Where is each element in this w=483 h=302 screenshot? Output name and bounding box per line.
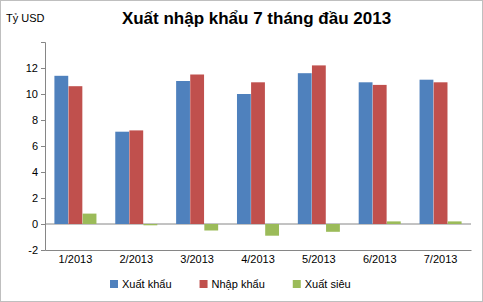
x-tick: 5/2013 [302, 253, 336, 265]
x-tick: 1/2013 [59, 253, 93, 265]
y-tick-label: 2 [32, 192, 38, 204]
legend-swatch [293, 280, 301, 288]
y-tick: 2 [32, 192, 45, 204]
x-tick-label: 4/2013 [241, 253, 275, 265]
bar [326, 224, 340, 232]
bar-series [69, 65, 448, 224]
x-tick: 3/2013 [180, 253, 214, 265]
bar [265, 224, 279, 236]
bar [434, 82, 448, 224]
x-axis-line [46, 250, 472, 251]
x-tick-label: 5/2013 [302, 253, 336, 265]
y-tick-mark [41, 198, 45, 199]
bar [190, 75, 204, 225]
bar [373, 85, 387, 224]
y-tick-label: 10 [26, 88, 38, 100]
y-tick-mark [41, 68, 45, 69]
y-tick-mark [41, 146, 45, 147]
bar [387, 221, 401, 224]
bar [298, 73, 312, 224]
bar [312, 65, 326, 224]
y-tick: 8 [32, 114, 45, 126]
bar [359, 82, 373, 224]
bar [69, 86, 83, 224]
legend-label: Nhập khẩu [212, 278, 265, 290]
x-tick-label: 7/2013 [424, 253, 458, 265]
bar [129, 130, 143, 224]
x-tick: 2/2013 [119, 253, 153, 265]
x-tick-label: 3/2013 [180, 253, 214, 265]
bar [237, 94, 251, 224]
x-tick: 4/2013 [241, 253, 275, 265]
chart-title: Xuất nhập khẩu 7 tháng đầu 2013 [122, 9, 391, 28]
y-axis-title: Tỷ USD [6, 12, 45, 24]
x-tick-label: 1/2013 [59, 253, 93, 265]
legend-item: Xuất khẩu [110, 278, 172, 290]
legend-label: Xuất siêu [305, 278, 351, 290]
y-tick-label: 8 [32, 114, 38, 126]
legend-swatch [200, 280, 208, 288]
legend-swatch [110, 280, 118, 288]
legend-item: Nhập khẩu [200, 278, 265, 290]
y-tick-mark [41, 120, 45, 121]
y-tick-label: 4 [32, 166, 38, 178]
y-tick-label: 12 [26, 62, 38, 74]
y-tick: 12 [26, 62, 45, 74]
legend-label: Xuất khẩu [122, 278, 172, 290]
y-tick-mark [41, 172, 45, 173]
y-tick-label: 6 [32, 140, 38, 152]
bar-series [83, 214, 462, 236]
chart-border [1, 1, 483, 302]
y-tick: 6 [32, 140, 45, 152]
x-tick: 7/2013 [424, 253, 458, 265]
bar [420, 80, 434, 224]
y-tick-mark [41, 224, 45, 225]
plot-area [45, 65, 471, 235]
y-tick-label: -2 [28, 244, 38, 256]
x-tick: 6/2013 [363, 253, 397, 265]
bar [176, 81, 190, 224]
y-tick: 0 [32, 218, 45, 230]
y-tick: 4 [32, 166, 45, 178]
bar [54, 76, 68, 224]
bar [83, 214, 97, 224]
bar [143, 224, 157, 225]
y-tick-mark [41, 94, 45, 95]
y-axis-line [41, 43, 46, 251]
bar-series [54, 73, 433, 224]
legend: Xuất khẩu Nhập khẩu Xuất siêu [110, 278, 351, 290]
x-axis: 1/2013 2/2013 3/2013 4/2013 5/2013 6/2013 7/20… [46, 251, 472, 265]
x-tick-label: 6/2013 [363, 253, 397, 265]
y-tick: -2 [28, 244, 45, 256]
bar [115, 132, 129, 224]
bar [251, 82, 265, 224]
legend-item: Xuất siêu [293, 278, 351, 290]
y-tick: 10 [26, 88, 45, 100]
y-tick-mark [41, 250, 45, 251]
bar [448, 221, 462, 224]
x-tick-label: 2/2013 [119, 253, 153, 265]
bar [204, 224, 218, 231]
y-axis: -2 0 2 4 6 8 10 12 [26, 43, 46, 257]
y-tick-label: 0 [32, 218, 38, 230]
